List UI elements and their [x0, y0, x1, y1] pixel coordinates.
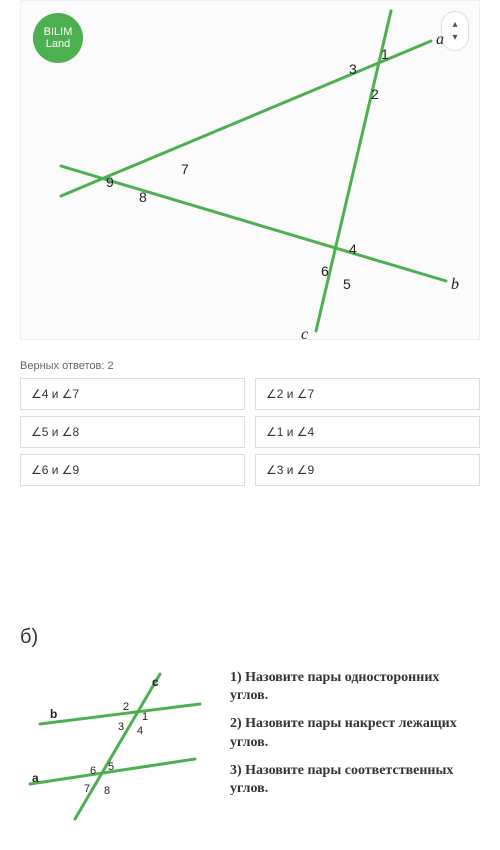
question-item: 3) Назовите пары соответственных углов.	[230, 762, 480, 798]
logo-text: BILIM Land	[33, 26, 83, 50]
logo-badge: BILIM Land	[33, 13, 83, 63]
angle-label: 6	[321, 263, 329, 279]
answer-option[interactable]: ∠3 и ∠9	[255, 454, 480, 486]
answer-option[interactable]: ∠5 и ∠8	[20, 416, 245, 448]
diagram-b-svg	[20, 669, 210, 829]
angle-label: 4	[349, 241, 357, 257]
diagram-a-container: BILIM Land ▴ ▾ abc123456789	[20, 0, 480, 340]
diagram-b-container: a b c 1 2 3 4 567 8	[20, 669, 210, 829]
section-b: б) a b c 1 2 3 4 567 8 1) Назовите пары одностор…	[0, 626, 500, 829]
line-label: a	[32, 771, 39, 785]
line-label: c	[152, 675, 159, 689]
options-grid: ∠4 и ∠7 ∠2 и ∠7 ∠5 и ∠8 ∠1 и ∠4 ∠6 и ∠9 ∠3 и …	[20, 378, 480, 486]
chevron-down-icon: ▾	[452, 32, 457, 43]
section-b-label: б)	[20, 626, 480, 649]
angle-label: 2	[371, 86, 379, 102]
line-label: a	[436, 31, 444, 49]
question-item: 2) Назовите пары накрест лежащих углов.	[230, 715, 480, 751]
line-label: b	[451, 276, 459, 294]
angle-label: 1	[142, 711, 148, 723]
chevron-up-icon: ▴	[452, 19, 457, 30]
angle-label: 5	[108, 761, 114, 773]
angle-label: 6	[90, 765, 96, 777]
answer-option[interactable]: ∠2 и ∠7	[255, 378, 480, 410]
line-label: c	[301, 326, 308, 344]
question-item: 1) Назовите пары односторонних углов.	[230, 669, 480, 705]
angle-label: 8	[104, 785, 110, 797]
angle-label: 9	[106, 174, 114, 190]
diagram-a-svg	[21, 1, 481, 341]
angle-label: 2	[123, 701, 129, 713]
answers-block: Верных ответов: 2 ∠4 и ∠7∠2 и ∠7∠5 и ∠8∠…	[20, 360, 480, 486]
angle-label: 3	[349, 61, 357, 77]
answer-option[interactable]: ∠1 и ∠4	[255, 416, 480, 448]
line-label: b	[50, 707, 57, 721]
angle-label: 5	[343, 276, 351, 292]
angle-label: 4	[137, 725, 143, 737]
angle-label: 7	[181, 161, 189, 177]
angle-label: 7	[84, 783, 90, 795]
angle-label: 8	[139, 189, 147, 205]
questions-list: 1) Назовите пары односторонних углов. 2) …	[230, 669, 480, 808]
correct-count-hint: Верных ответов: 2	[20, 360, 480, 372]
angle-label: 1	[381, 46, 389, 62]
answer-option[interactable]: ∠4 и ∠7	[20, 378, 245, 410]
answer-option[interactable]: ∠6 и ∠9	[20, 454, 245, 486]
nav-toggle[interactable]: ▴ ▾	[441, 11, 469, 51]
angle-label: 3	[118, 721, 124, 733]
